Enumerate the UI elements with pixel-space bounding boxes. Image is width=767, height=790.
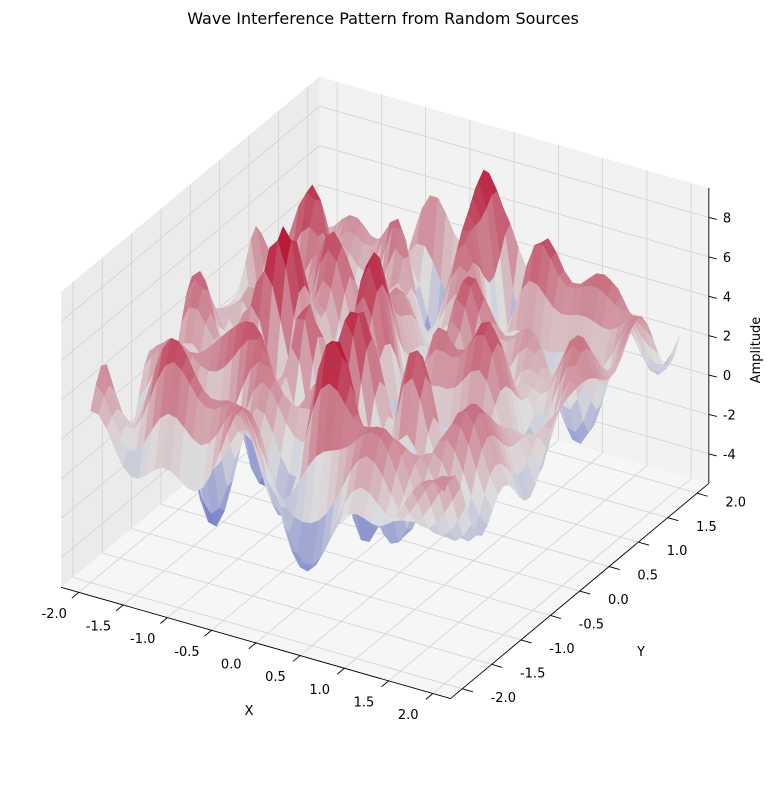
y-tick-label: 1.0 [667,544,688,559]
z-tick-label: -4 [723,448,736,463]
z-tick-label: -2 [723,408,736,423]
z-tick-label: 6 [723,251,731,266]
y-tick-mark [638,541,650,546]
grid-line [319,105,709,218]
grid-line [60,105,320,322]
y-tick-label: -0.5 [579,618,604,633]
y-tick-mark [667,517,679,522]
z-tick-mark [708,374,717,378]
z-tick-mark [708,453,717,457]
y-axis-label: Y [636,645,645,660]
z-axis-label: Amplitude [749,317,764,384]
x-tick-label: -2.0 [42,607,67,622]
z-tick-label: 0 [723,369,731,384]
tick-labels: -2.0-1.5-1.0-0.50.00.51.01.52.0-2.0-1.5-… [42,211,747,723]
z-tick-label: 4 [723,290,731,305]
z-tick-label: 2 [723,330,731,345]
x-tick-label: 1.5 [354,695,375,710]
y-tick-mark [491,663,503,668]
chart-title: Wave Interference Pattern from Random So… [187,9,579,28]
z-tick-label: 8 [723,211,731,226]
z-tick-mark [708,414,717,417]
y-tick-label: 0.0 [608,593,629,608]
z-tick-mark [708,217,717,220]
x-tick-mark [248,642,257,650]
y-tick-mark [550,615,562,619]
surface-plot [90,169,680,572]
z-tick-mark [708,256,717,260]
y-tick-label: -1.5 [520,666,545,681]
x-tick-label: -1.5 [86,620,111,635]
x-tick-label: 2.0 [398,708,419,723]
y-tick-label: 1.5 [696,520,717,535]
grid-line [160,503,551,616]
x-tick-label: -0.5 [174,645,199,660]
grid-line [319,145,709,258]
y-tick-mark [608,566,620,571]
grid-line [102,552,492,665]
x-tick-mark [71,591,80,599]
x-tick-label: -1.0 [130,632,155,647]
y-tick-label: -2.0 [491,691,516,706]
x-tick-label: 0.5 [265,670,286,685]
x-axis-label: X [245,704,254,719]
y-tick-label: 0.5 [637,569,658,584]
y-tick-label: 2.0 [725,495,746,510]
x-tick-label: 0.0 [221,657,242,672]
y-tick-mark [520,639,532,644]
grid-line [131,528,522,641]
x-tick-mark [425,693,434,700]
y-tick-mark [579,590,591,595]
x-tick-mark [337,667,345,675]
x-tick-mark [115,604,124,612]
y-tick-mark [696,492,708,497]
x-tick-mark [292,655,301,662]
x-tick-mark [381,680,389,688]
y-tick-label: -1.0 [549,642,574,657]
z-tick-mark [708,295,717,299]
x-tick-mark [160,617,168,624]
grid-line [60,145,320,362]
x-tick-label: 1.0 [309,683,330,698]
grid-line [72,577,463,690]
z-tick-mark [708,335,717,339]
y-tick-mark [462,688,474,693]
surface-facet [436,475,451,492]
x-tick-mark [204,629,212,637]
